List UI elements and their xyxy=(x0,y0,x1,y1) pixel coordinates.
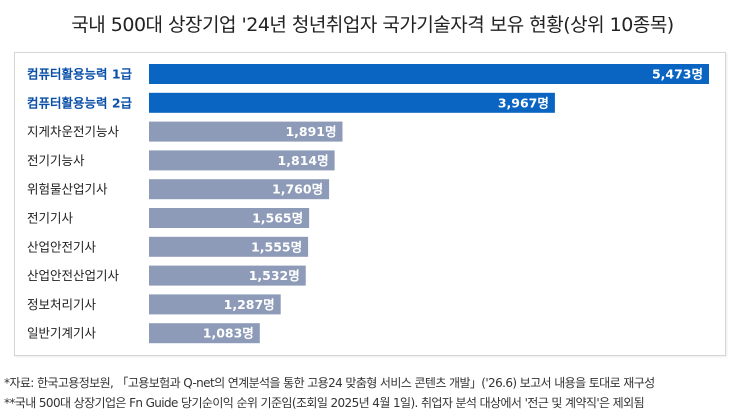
bar xyxy=(149,92,555,113)
category-label: 컴퓨터활용능력 1급 xyxy=(27,67,133,82)
bar xyxy=(149,64,709,84)
bar xyxy=(149,179,330,200)
footnotes: *자료: 한국고용정보원, 「고용보험과 Q-net의 연계분석을 통한 고용2… xyxy=(4,373,745,413)
category-label: 일반기계기사 xyxy=(27,326,97,341)
category-label: 산업안전기사 xyxy=(27,239,97,254)
bar xyxy=(149,323,260,344)
bar xyxy=(149,208,310,228)
data-label: 1,565명 xyxy=(252,211,303,226)
data-label: 1,083명 xyxy=(203,326,254,341)
chart-title: 국내 500대 상장기업 '24년 청년취업자 국가기술자격 보유 현황(상위 … xyxy=(71,14,674,36)
data-label: 1,760명 xyxy=(272,182,323,197)
bar xyxy=(149,294,281,315)
data-label: 5,473명 xyxy=(652,67,703,82)
data-label: 1,287명 xyxy=(224,297,275,312)
data-label: 3,967명 xyxy=(498,95,549,110)
category-label: 전기기사 xyxy=(27,211,74,226)
criteria-note: **국내 500대 상장기업은 Fn Guide 당기순이익 순위 기준임(조회… xyxy=(4,396,645,410)
category-label: 지게차운전기능사 xyxy=(27,124,120,139)
category-label: 산업안전산업기사 xyxy=(27,268,120,283)
data-label: 1,814명 xyxy=(278,153,329,168)
bar xyxy=(149,121,343,142)
category-label: 위험물산업기사 xyxy=(27,182,108,197)
bar xyxy=(149,265,306,286)
category-label: 전기기능사 xyxy=(27,153,85,168)
data-label: 1,532명 xyxy=(249,268,300,283)
source-note: *자료: 한국고용정보원, 「고용보험과 Q-net의 연계분석을 통한 고용2… xyxy=(4,376,655,390)
category-label: 정보처리기사 xyxy=(27,297,97,312)
bar xyxy=(149,150,335,171)
category-label: 컴퓨터활용능력 2급 xyxy=(27,95,133,110)
data-label: 1,555명 xyxy=(251,239,302,254)
data-label: 1,891명 xyxy=(285,124,336,139)
bar xyxy=(149,236,309,257)
